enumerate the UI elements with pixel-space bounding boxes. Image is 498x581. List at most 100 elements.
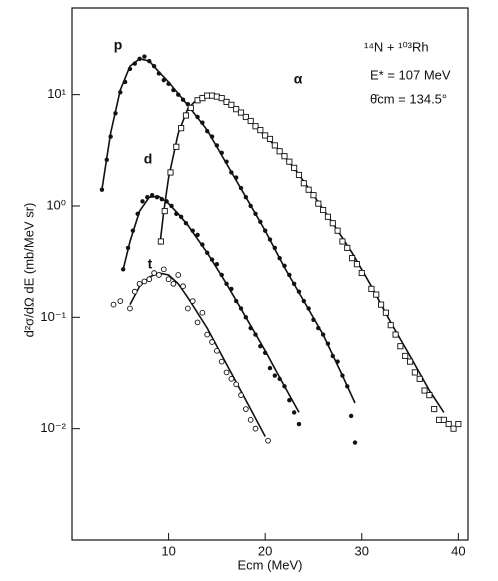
data-point [224, 281, 229, 287]
fit-curve [159, 94, 445, 413]
data-point [440, 416, 447, 423]
data-point [247, 416, 254, 423]
data-point [142, 54, 147, 59]
data-point [145, 194, 150, 200]
data-point [132, 61, 137, 66]
data-point [178, 125, 185, 132]
data-point [272, 245, 278, 251]
data-point [267, 237, 273, 242]
data-point [431, 406, 438, 413]
data-point [110, 301, 117, 308]
data-point [262, 132, 269, 139]
data-point [320, 206, 327, 214]
x-tick-label: 30 [355, 543, 369, 558]
data-point [238, 185, 244, 191]
data-point [248, 203, 253, 209]
data-point [219, 150, 224, 156]
fit-curve [122, 195, 300, 413]
data-point [113, 111, 118, 116]
data-point [340, 373, 345, 378]
data-point [140, 199, 145, 204]
data-point [195, 114, 200, 120]
data-point [345, 384, 350, 389]
data-point [455, 421, 462, 428]
data-point [176, 92, 181, 97]
data-point [445, 421, 452, 428]
data-point [243, 406, 249, 412]
data-point [237, 109, 245, 116]
data-point [310, 192, 317, 199]
data-point [243, 194, 249, 200]
series-label: t [148, 256, 153, 272]
data-point [178, 214, 184, 219]
data-point [242, 113, 249, 121]
data-point [161, 77, 166, 83]
data-point [223, 369, 230, 376]
data-point [147, 58, 152, 64]
data-point [276, 148, 283, 155]
data-point [151, 64, 157, 69]
data-point [157, 238, 164, 245]
data-point [195, 232, 200, 238]
data-point [300, 180, 307, 187]
data-point [164, 199, 169, 204]
data-point [122, 79, 128, 85]
data-point [130, 228, 136, 233]
data-point [137, 56, 142, 61]
data-point [329, 220, 336, 227]
plot-frame [71, 7, 469, 541]
data-point [214, 261, 220, 267]
data-point [233, 298, 239, 304]
data-point [248, 325, 253, 331]
data-point [218, 358, 225, 365]
data-point [287, 272, 292, 278]
data-point [238, 392, 244, 398]
data-point [344, 244, 351, 251]
data-point [277, 376, 282, 382]
data-point [209, 339, 215, 345]
data-point [171, 87, 176, 93]
data-point [282, 263, 287, 269]
data-point [161, 208, 168, 215]
data-point [166, 81, 171, 87]
data-point [141, 278, 148, 285]
data-point [219, 272, 224, 278]
data-point [402, 352, 409, 359]
data-point [349, 255, 356, 262]
data-point [324, 213, 332, 220]
data-point [267, 365, 273, 371]
data-point [253, 332, 258, 337]
data-point [252, 123, 259, 130]
data-point [320, 332, 326, 337]
data-point [127, 305, 133, 312]
data-point [306, 306, 311, 311]
data-point [311, 317, 316, 322]
data-point [295, 171, 303, 178]
data-point [378, 301, 385, 308]
data-point [266, 135, 274, 142]
data-point [190, 228, 195, 233]
data-point [169, 203, 174, 209]
data-point [135, 211, 140, 217]
data-point [214, 143, 220, 148]
data-point [352, 440, 358, 445]
data-point [258, 344, 263, 349]
data-point [173, 143, 180, 150]
data-point [262, 350, 268, 356]
y-tick-label: 10⁰ [46, 197, 66, 212]
data-point [296, 289, 302, 294]
data-point [131, 288, 138, 295]
data-point [348, 413, 354, 419]
data-point [258, 219, 263, 225]
data-point [265, 437, 271, 444]
data-point [160, 266, 167, 273]
data-point [271, 142, 278, 149]
data-point [118, 90, 123, 95]
data-point [325, 341, 331, 346]
data-point [99, 187, 105, 192]
x-tick-label: 10 [161, 543, 175, 558]
data-point [421, 387, 428, 394]
data-point [127, 66, 133, 72]
data-point [397, 343, 404, 350]
